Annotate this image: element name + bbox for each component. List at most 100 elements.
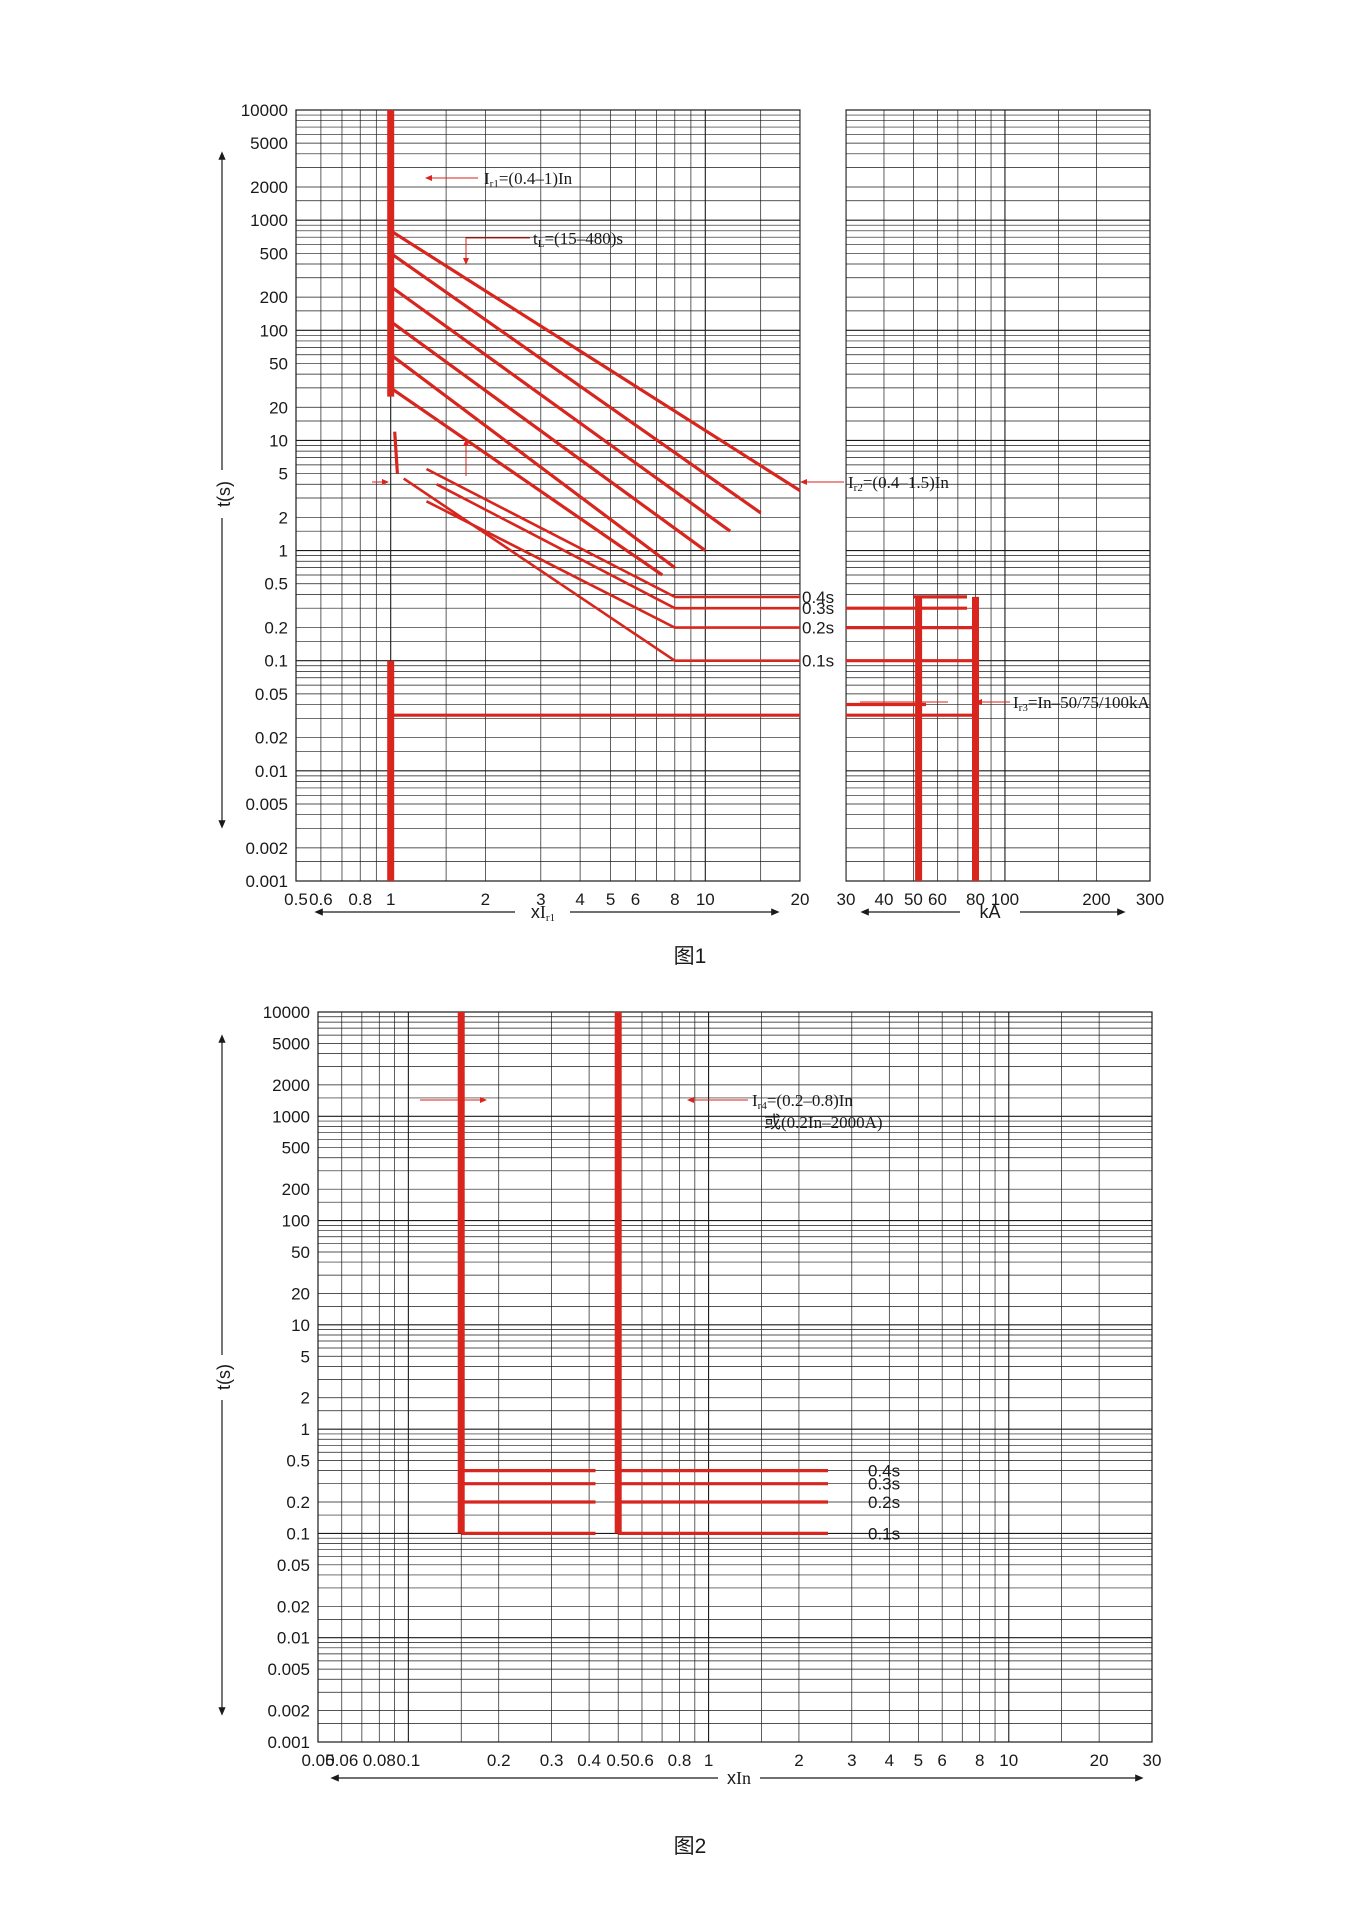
x-tick-label: 4 xyxy=(575,890,584,909)
y-tick-label: 0.05 xyxy=(255,685,288,704)
x-tick-label: 1 xyxy=(704,1751,713,1770)
y-tick-label: 0.2 xyxy=(286,1493,310,1512)
figure-2-time-labels: 0.4s0.3s0.2s 0.1s xyxy=(868,1462,900,1544)
y-tick-label: 5 xyxy=(279,465,288,484)
plot-frame xyxy=(317,1011,1153,1743)
x-tick-label: 0.1 xyxy=(397,1751,421,1770)
y-tick-label: 2 xyxy=(279,508,288,527)
svg-text:tL=(15–480)s: tL=(15–480)s xyxy=(533,229,623,250)
figure-2-x-ticks: 0.050.06 0.08 0.1 0.2 0.3 0.4 0.5 0.6 0.8 1 2 3 4 5 6 8… xyxy=(301,1751,1161,1770)
x-tick-label: 0.8 xyxy=(668,1751,692,1770)
x-tick-label: 80 xyxy=(966,890,985,909)
y-tick-label: 10 xyxy=(291,1316,310,1335)
annotation-ir2: Ir2=(0.4–1.5)In xyxy=(800,473,949,494)
y-tick-label: 5000 xyxy=(272,1034,310,1053)
svg-text:Ir1=(0.4–1)In: Ir1=(0.4–1)In xyxy=(484,169,573,190)
x-tick-label: 0.3 xyxy=(540,1751,564,1770)
x-tick-label: 0.5 xyxy=(606,1751,630,1770)
x-tick-label: 0.4 xyxy=(577,1751,601,1770)
y-tick-label: 0.005 xyxy=(267,1660,310,1679)
x-tick-label: 1 xyxy=(386,890,395,909)
y-tick-label: 0.1 xyxy=(264,652,288,671)
x-tick-label: 6 xyxy=(631,890,640,909)
figure-2-caption: 图2 xyxy=(674,1835,707,1858)
figure-1-chart: 100005000200010005002001005020105210.50.… xyxy=(214,101,1164,968)
x-tick-label: 6 xyxy=(937,1751,946,1770)
y-tick-label: 500 xyxy=(260,244,288,263)
y-tick-label: 0.02 xyxy=(255,729,288,748)
y-tick-label: 1 xyxy=(301,1420,310,1439)
y-tick-label: 0.2 xyxy=(264,619,288,638)
y-tick-label: 20 xyxy=(269,398,288,417)
time-label: 0.1s xyxy=(802,652,834,671)
time-label: 0.1s xyxy=(868,1524,900,1543)
curve-series-6 xyxy=(389,386,664,577)
y-tick-label: 0.01 xyxy=(277,1629,310,1648)
svg-text:Ir4=(0.2–0.8)In: Ir4=(0.2–0.8)In xyxy=(752,1091,853,1112)
x-tick-label: 2 xyxy=(794,1751,803,1770)
x-tick-label: 0.6 xyxy=(630,1751,654,1770)
annotation-ir4-alt: 或(0.2In–2000A) xyxy=(764,1113,883,1132)
figure-1-grid xyxy=(295,109,1151,882)
x-tick-label: 4 xyxy=(885,1751,894,1770)
y-tick-label: 0.5 xyxy=(264,575,288,594)
y-tick-label: 0.001 xyxy=(267,1733,310,1752)
y-tick-label: 200 xyxy=(260,288,288,307)
y-tick-label: 1 xyxy=(279,542,288,561)
y-tick-label: 2000 xyxy=(272,1076,310,1095)
figure-2-x-axis-title: xIn xyxy=(727,1768,751,1788)
figure-2-y-axis-title: t(s) xyxy=(214,1364,234,1390)
curve-series-4 xyxy=(389,320,707,552)
curve-series-2 xyxy=(389,251,762,515)
x-tick-label: 8 xyxy=(975,1751,984,1770)
x-tick-label: 200 xyxy=(1082,890,1110,909)
x-tick-label: 5 xyxy=(606,890,615,909)
x-tick-label: 30 xyxy=(1143,1751,1162,1770)
figure-1-y-ticks: 10000 5000 2000 1000 500 200 100 50 20 10 5 2 1 0.5 0.… xyxy=(241,101,288,891)
x-tick-label: 20 xyxy=(791,890,810,909)
annotation-tl: tL=(15–480)s xyxy=(463,229,623,265)
curve-series-1 xyxy=(389,229,801,492)
svg-text:Ir3=In–50/75/100kA: Ir3=In–50/75/100kA xyxy=(1013,693,1151,714)
figure-1-x1-axis-title: xIr1 xyxy=(531,902,555,924)
y-tick-label: 50 xyxy=(291,1243,310,1262)
curve-series-3 xyxy=(389,285,732,533)
x-tick-label: 40 xyxy=(875,890,894,909)
y-tick-label: 0.001 xyxy=(245,872,288,891)
y-tick-label: 100 xyxy=(282,1212,310,1231)
y-tick-label: 0.002 xyxy=(245,839,288,858)
x-tick-label: 50 xyxy=(904,890,923,909)
y-tick-label: 10 xyxy=(269,431,288,450)
x-tick-label: 0.6 xyxy=(309,890,333,909)
y-tick-label: 500 xyxy=(282,1139,310,1158)
x-tick-label: 0.5 xyxy=(284,890,308,909)
figure-1-time-labels: 0.4s0.3s0.2s 0.1s xyxy=(802,588,834,671)
y-tick-label: 5 xyxy=(301,1347,310,1366)
svg-text:Ir2=(0.4–1.5)In: Ir2=(0.4–1.5)In xyxy=(848,473,949,494)
figure-2-chart: 100005000200010005002001005020105210.50.… xyxy=(214,1003,1161,1858)
y-tick-label: 1000 xyxy=(250,211,288,230)
y-tick-label: 0.02 xyxy=(277,1597,310,1616)
time-label: 0.2s xyxy=(802,619,834,638)
time-label: 0.2s xyxy=(868,1493,900,1512)
x-tick-label: 10 xyxy=(696,890,715,909)
x-tick-label: 60 xyxy=(928,890,947,909)
curve-series-9 xyxy=(436,483,800,610)
y-tick-label: 50 xyxy=(269,354,288,373)
y-tick-label: 20 xyxy=(291,1284,310,1303)
x-tick-label: 3 xyxy=(847,1751,856,1770)
y-tick-label: 0.5 xyxy=(286,1452,310,1471)
figure-1-x2-axis-title: kA xyxy=(979,902,1000,922)
x-tick-label: 100 xyxy=(991,890,1019,909)
x-tick-label: 2 xyxy=(481,890,490,909)
y-tick-label: 1000 xyxy=(272,1107,310,1126)
curve-series-8 xyxy=(425,467,800,599)
x-tick-label: 0.06 xyxy=(325,1751,358,1770)
y-tick-label: 100 xyxy=(260,321,288,340)
y-tick-label: 5000 xyxy=(250,134,288,153)
plot-frame xyxy=(845,109,1151,882)
x-tick-label: 20 xyxy=(1090,1751,1109,1770)
x-tick-label: 10 xyxy=(999,1751,1018,1770)
y-tick-label: 0.01 xyxy=(255,762,288,781)
